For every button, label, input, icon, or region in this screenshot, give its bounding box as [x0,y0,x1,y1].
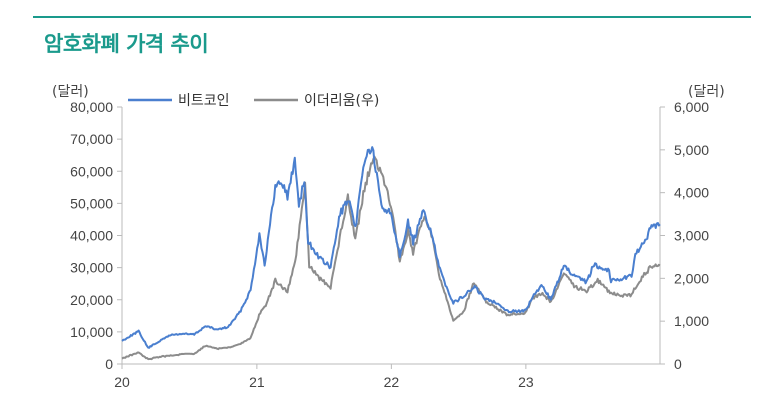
right-tick-label: 3,000 [674,228,709,244]
x-tick-label: 22 [384,374,400,390]
legend-label-eth: 이더리움(우) [304,93,379,109]
chart-title: 암호화폐 가격 추이 [44,32,209,56]
right-axis-unit: (달러) [688,84,725,100]
left-tick-label: 80,000 [70,99,113,115]
x-tick-label: 21 [249,374,265,390]
chart-legend: 비트코인 이더리움(우) [128,93,379,109]
title-rule [33,16,751,18]
left-tick-label: 10,000 [70,324,113,340]
left-tick-label: 20,000 [70,292,113,308]
series-line-btc [121,146,661,349]
series-line-eth [121,155,661,361]
right-tick-label: 6,000 [674,99,709,115]
x-tick-label: 20 [114,374,130,390]
left-tick-label: 50,000 [70,195,113,211]
left-tick-label: 40,000 [70,228,113,244]
left-tick-label: 60,000 [70,163,113,179]
left-tick-label: 0 [105,356,113,372]
right-tick-label: 2,000 [674,270,709,286]
right-tick-label: 0 [674,356,682,372]
left-tick-label: 30,000 [70,260,113,276]
left-axis-unit: (달러) [52,84,89,100]
right-tick-label: 5,000 [674,142,709,158]
right-tick-label: 4,000 [674,185,709,201]
legend-label-btc: 비트코인 [178,93,230,109]
left-tick-label: 70,000 [70,131,113,147]
x-tick-label: 23 [518,374,534,390]
chart-axes [121,107,661,365]
right-tick-label: 1,000 [674,313,709,329]
